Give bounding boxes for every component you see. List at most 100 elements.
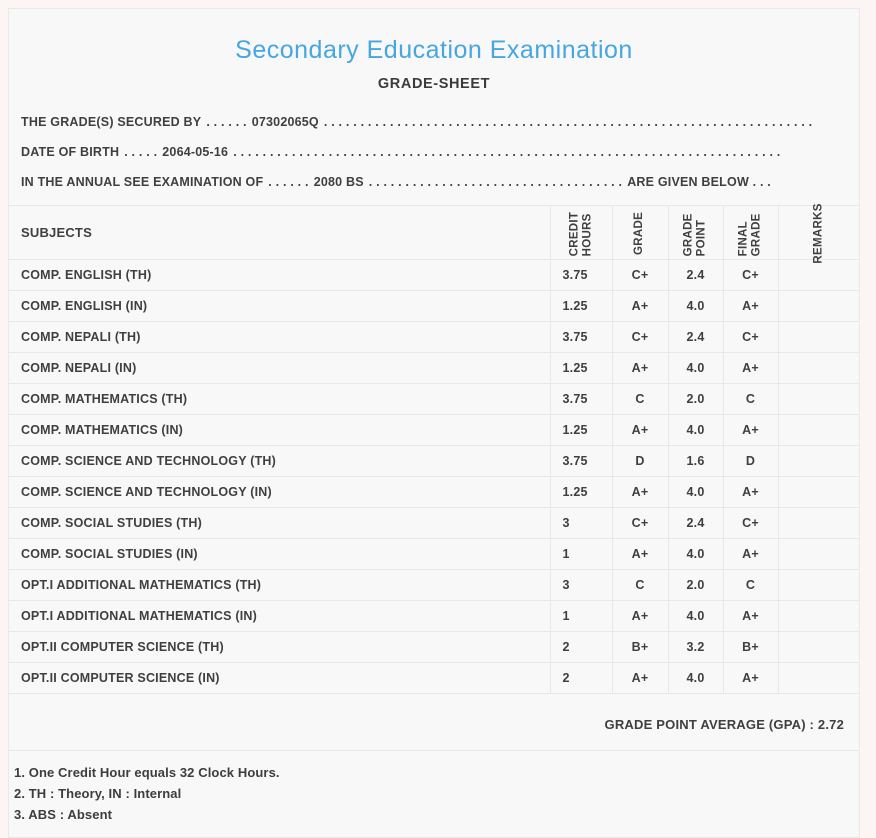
table-row: COMP. ENGLISH (IN) 1.25 A+ 4.0 A+: [9, 290, 859, 322]
grade-cell: A+: [611, 352, 668, 384]
grade-cell: C+: [611, 321, 668, 353]
credit-hours-cell: 1: [549, 600, 612, 632]
grade-point-cell: 2.4: [667, 507, 723, 539]
info-line-examination-year: IN THE ANNUAL SEE EXAMINATION OF . . . .…: [9, 167, 813, 197]
dotted-leader: . . . . . . . . . . . . . . . . . . . . …: [323, 115, 813, 129]
subject-cell: OPT.I ADDITIONAL MATHEMATICS (IN): [9, 600, 550, 632]
grade-point-cell: 2.0: [667, 383, 723, 415]
table-row: OPT.I ADDITIONAL MATHEMATICS (TH) 3 C 2.…: [9, 569, 859, 601]
grade-cell: A+: [611, 662, 668, 694]
grade-point-cell: 2.4: [667, 259, 723, 291]
final-grade-cell: A+: [722, 476, 778, 508]
info-tail: ARE GIVEN BELOW . . .: [627, 175, 771, 189]
dotted-leader: . . . . .: [124, 145, 158, 159]
grade-point-cell: 4.0: [667, 290, 723, 322]
footnote-th-in: 2. TH : Theory, IN : Internal: [14, 786, 182, 801]
footnotes: 1. One Credit Hour equals 32 Clock Hours…: [9, 751, 859, 825]
grade-point-cell: 2.4: [667, 321, 723, 353]
dotted-leader: . . . . . .: [268, 175, 309, 189]
column-header-credit-hours: CREDIT HOURS: [549, 205, 612, 260]
credit-hours-cell: 1.25: [549, 290, 612, 322]
credit-hours-cell: 3: [549, 569, 612, 601]
column-header-grade: GRADE: [611, 205, 668, 260]
final-grade-cell: A+: [722, 414, 778, 446]
column-header-remarks: REMARKS: [777, 203, 859, 264]
table-row: COMP. SCIENCE AND TECHNOLOGY (TH) 3.75 D…: [9, 445, 859, 477]
grade-cell: A+: [611, 290, 668, 322]
grades-table: SUBJECTS CREDIT HOURS GRADE GRADE POINT …: [9, 203, 859, 694]
page-title: Secondary Education Examination: [235, 36, 633, 64]
grade-cell: A+: [611, 414, 668, 446]
final-grade-cell: C: [722, 383, 778, 415]
footnote-credit-hours: 1. One Credit Hour equals 32 Clock Hours…: [14, 765, 280, 780]
credit-hours-cell: 3.75: [549, 321, 612, 353]
dotted-leader: . . . . . .: [206, 115, 247, 129]
final-grade-cell: B+: [722, 631, 778, 663]
remarks-cell: [777, 414, 859, 446]
remarks-cell: [777, 569, 859, 601]
dotted-leader: . . . . . . . . . . . . . . . . . . . . …: [368, 175, 623, 189]
grade-cell: A+: [611, 538, 668, 570]
credit-hours-cell: 1.25: [549, 352, 612, 384]
grade-cell: D: [611, 445, 668, 477]
remarks-cell: [777, 445, 859, 477]
grade-point-cell: 4.0: [667, 538, 723, 570]
dotted-leader: . . . . . . . . . . . . . . . . . . . . …: [233, 145, 781, 159]
subject-cell: COMP. SOCIAL STUDIES (TH): [9, 507, 550, 539]
table-row: OPT.II COMPUTER SCIENCE (TH) 2 B+ 3.2 B+: [9, 631, 859, 663]
table-row: COMP. SOCIAL STUDIES (TH) 3 C+ 2.4 C+: [9, 507, 859, 539]
grade-cell: C+: [611, 507, 668, 539]
remarks-cell: [777, 476, 859, 508]
credit-hours-cell: 3.75: [549, 259, 612, 291]
credit-hours-cell: 1.25: [549, 476, 612, 508]
table-row: COMP. SCIENCE AND TECHNOLOGY (IN) 1.25 A…: [9, 476, 859, 508]
table-row: COMP. SOCIAL STUDIES (IN) 1 A+ 4.0 A+: [9, 538, 859, 570]
table-row: OPT.I ADDITIONAL MATHEMATICS (IN) 1 A+ 4…: [9, 600, 859, 632]
final-grade-cell: A+: [722, 290, 778, 322]
grade-cell: C+: [611, 259, 668, 291]
table-row: OPT.II COMPUTER SCIENCE (IN) 2 A+ 4.0 A+: [9, 662, 859, 694]
grade-point-cell: 4.0: [667, 662, 723, 694]
credit-hours-cell: 3.75: [549, 445, 612, 477]
info-label: DATE OF BIRTH: [21, 145, 120, 159]
table-row: COMP. MATHEMATICS (IN) 1.25 A+ 4.0 A+: [9, 414, 859, 446]
credit-hours-cell: 2: [549, 631, 612, 663]
grade-cell: C: [611, 569, 668, 601]
column-header-subjects: SUBJECTS: [9, 205, 550, 260]
grade-point-cell: 1.6: [667, 445, 723, 477]
exam-year-value: 2080 BS: [313, 175, 364, 189]
final-grade-cell: C+: [722, 259, 778, 291]
subject-cell: COMP. SOCIAL STUDIES (IN): [9, 538, 550, 570]
grade-cell: C: [611, 383, 668, 415]
final-grade-cell: C+: [722, 321, 778, 353]
remarks-cell: [777, 290, 859, 322]
info-label: THE GRADE(S) SECURED BY: [21, 115, 202, 129]
grade-sheet-card: Secondary Education Examination GRADE-SH…: [8, 8, 860, 838]
table-row: COMP. ENGLISH (TH) 3.75 C+ 2.4 C+: [9, 259, 859, 291]
remarks-cell: [777, 321, 859, 353]
remarks-cell: [777, 600, 859, 632]
grade-cell: A+: [611, 600, 668, 632]
final-grade-cell: D: [722, 445, 778, 477]
grade-point-cell: 4.0: [667, 600, 723, 632]
subject-cell: COMP. SCIENCE AND TECHNOLOGY (IN): [9, 476, 550, 508]
info-line-grades-secured-by: THE GRADE(S) SECURED BY . . . . . . 0730…: [9, 107, 813, 137]
remarks-cell: [777, 662, 859, 694]
grade-point-cell: 4.0: [667, 352, 723, 384]
candidate-info-section: THE GRADE(S) SECURED BY . . . . . . 0730…: [9, 107, 859, 197]
credit-hours-cell: 2: [549, 662, 612, 694]
subject-cell: COMP. MATHEMATICS (IN): [9, 414, 550, 446]
credit-hours-cell: 1: [549, 538, 612, 570]
grade-cell: B+: [611, 631, 668, 663]
subject-cell: COMP. SCIENCE AND TECHNOLOGY (TH): [9, 445, 550, 477]
subject-cell: OPT.II COMPUTER SCIENCE (IN): [9, 662, 550, 694]
info-line-date-of-birth: DATE OF BIRTH . . . . . 2064-05-16 . . .…: [9, 137, 813, 167]
final-grade-cell: A+: [722, 600, 778, 632]
credit-hours-cell: 3: [549, 507, 612, 539]
final-grade-cell: C: [722, 569, 778, 601]
table-header-row: SUBJECTS CREDIT HOURS GRADE GRADE POINT …: [9, 203, 859, 264]
page-subtitle: GRADE-SHEET: [377, 76, 491, 92]
remarks-cell: [777, 507, 859, 539]
info-label: IN THE ANNUAL SEE EXAMINATION OF: [21, 175, 264, 189]
table-row: COMP. NEPALI (IN) 1.25 A+ 4.0 A+: [9, 352, 859, 384]
